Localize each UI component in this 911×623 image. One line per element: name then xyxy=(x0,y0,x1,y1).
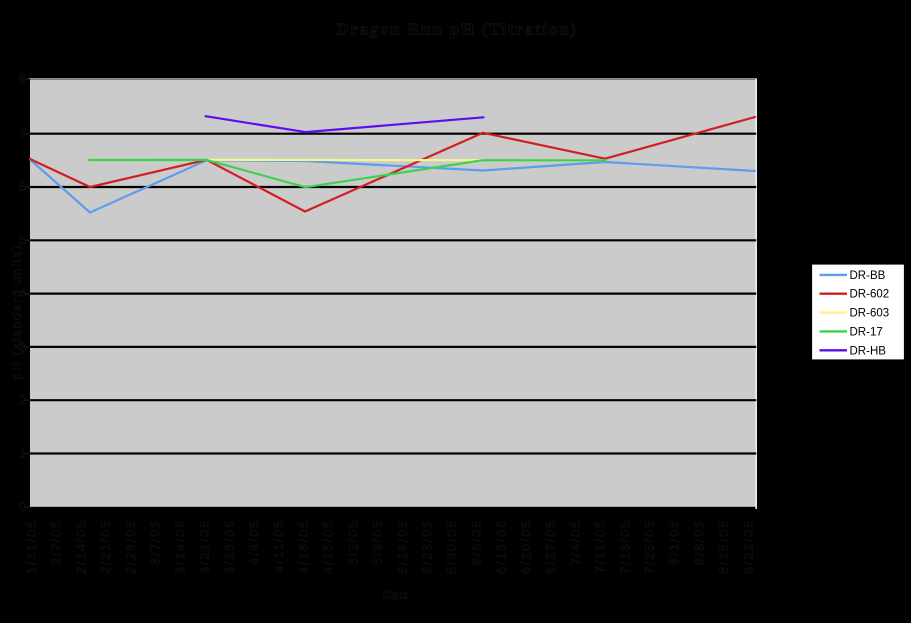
svg-text:6: 6 xyxy=(19,180,26,194)
svg-text:DR-602: DR-602 xyxy=(850,289,890,301)
svg-text:8/22/05: 8/22/05 xyxy=(742,519,756,574)
svg-text:2: 2 xyxy=(19,393,26,407)
svg-text:0: 0 xyxy=(19,500,26,514)
svg-text:2/21/05: 2/21/05 xyxy=(99,519,113,574)
svg-text:pH (standard units): pH (standard units) xyxy=(9,244,24,379)
svg-text:4: 4 xyxy=(19,287,26,301)
svg-text:6/13/05: 6/13/05 xyxy=(495,519,509,574)
svg-text:7/25/05: 7/25/05 xyxy=(643,519,657,574)
svg-text:8/15/05: 8/15/05 xyxy=(717,519,731,574)
svg-text:6/20/05: 6/20/05 xyxy=(519,519,533,574)
svg-text:3/7/05: 3/7/05 xyxy=(149,519,163,565)
svg-text:1: 1 xyxy=(19,447,26,461)
svg-text:4/11/05: 4/11/05 xyxy=(272,519,286,573)
svg-text:DR-BB: DR-BB xyxy=(850,270,886,282)
svg-text:Dragon Run pH (Titration): Dragon Run pH (Titration) xyxy=(336,20,577,39)
svg-text:5/30/05: 5/30/05 xyxy=(445,519,459,574)
svg-text:8/1/05: 8/1/05 xyxy=(668,519,682,565)
svg-text:2/14/05: 2/14/05 xyxy=(74,519,88,574)
svg-text:7/18/05: 7/18/05 xyxy=(618,519,632,574)
svg-text:DR-17: DR-17 xyxy=(850,326,883,338)
svg-text:6/27/05: 6/27/05 xyxy=(544,519,558,574)
svg-text:DR-603: DR-603 xyxy=(850,308,890,320)
svg-text:3: 3 xyxy=(19,340,26,354)
svg-text:5/16/05: 5/16/05 xyxy=(396,519,410,574)
svg-text:5/23/05: 5/23/05 xyxy=(421,519,435,574)
svg-text:5: 5 xyxy=(19,234,26,248)
svg-text:5/2/05: 5/2/05 xyxy=(346,519,360,565)
svg-text:3/14/05: 3/14/05 xyxy=(173,519,187,574)
svg-text:7/11/05: 7/11/05 xyxy=(594,519,608,573)
svg-text:4/25/05: 4/25/05 xyxy=(322,519,336,574)
svg-text:DR-HB: DR-HB xyxy=(850,345,887,357)
svg-text:3/28/05: 3/28/05 xyxy=(223,519,237,574)
svg-text:8/8/05: 8/8/05 xyxy=(692,519,706,565)
svg-text:7: 7 xyxy=(19,127,26,141)
svg-text:2/7/05: 2/7/05 xyxy=(50,519,64,565)
svg-text:8: 8 xyxy=(19,72,26,86)
svg-text:6/6/05: 6/6/05 xyxy=(470,519,484,565)
svg-text:Date: Date xyxy=(383,590,408,602)
svg-text:2/28/05: 2/28/05 xyxy=(124,519,138,574)
svg-text:1/31/05: 1/31/05 xyxy=(25,519,39,574)
svg-text:5/9/05: 5/9/05 xyxy=(371,519,385,565)
svg-text:4/18/05: 4/18/05 xyxy=(297,519,311,574)
svg-text:3/21/05: 3/21/05 xyxy=(198,519,212,574)
svg-text:4/4/05: 4/4/05 xyxy=(248,519,262,565)
svg-text:7/4/05: 7/4/05 xyxy=(569,519,583,565)
